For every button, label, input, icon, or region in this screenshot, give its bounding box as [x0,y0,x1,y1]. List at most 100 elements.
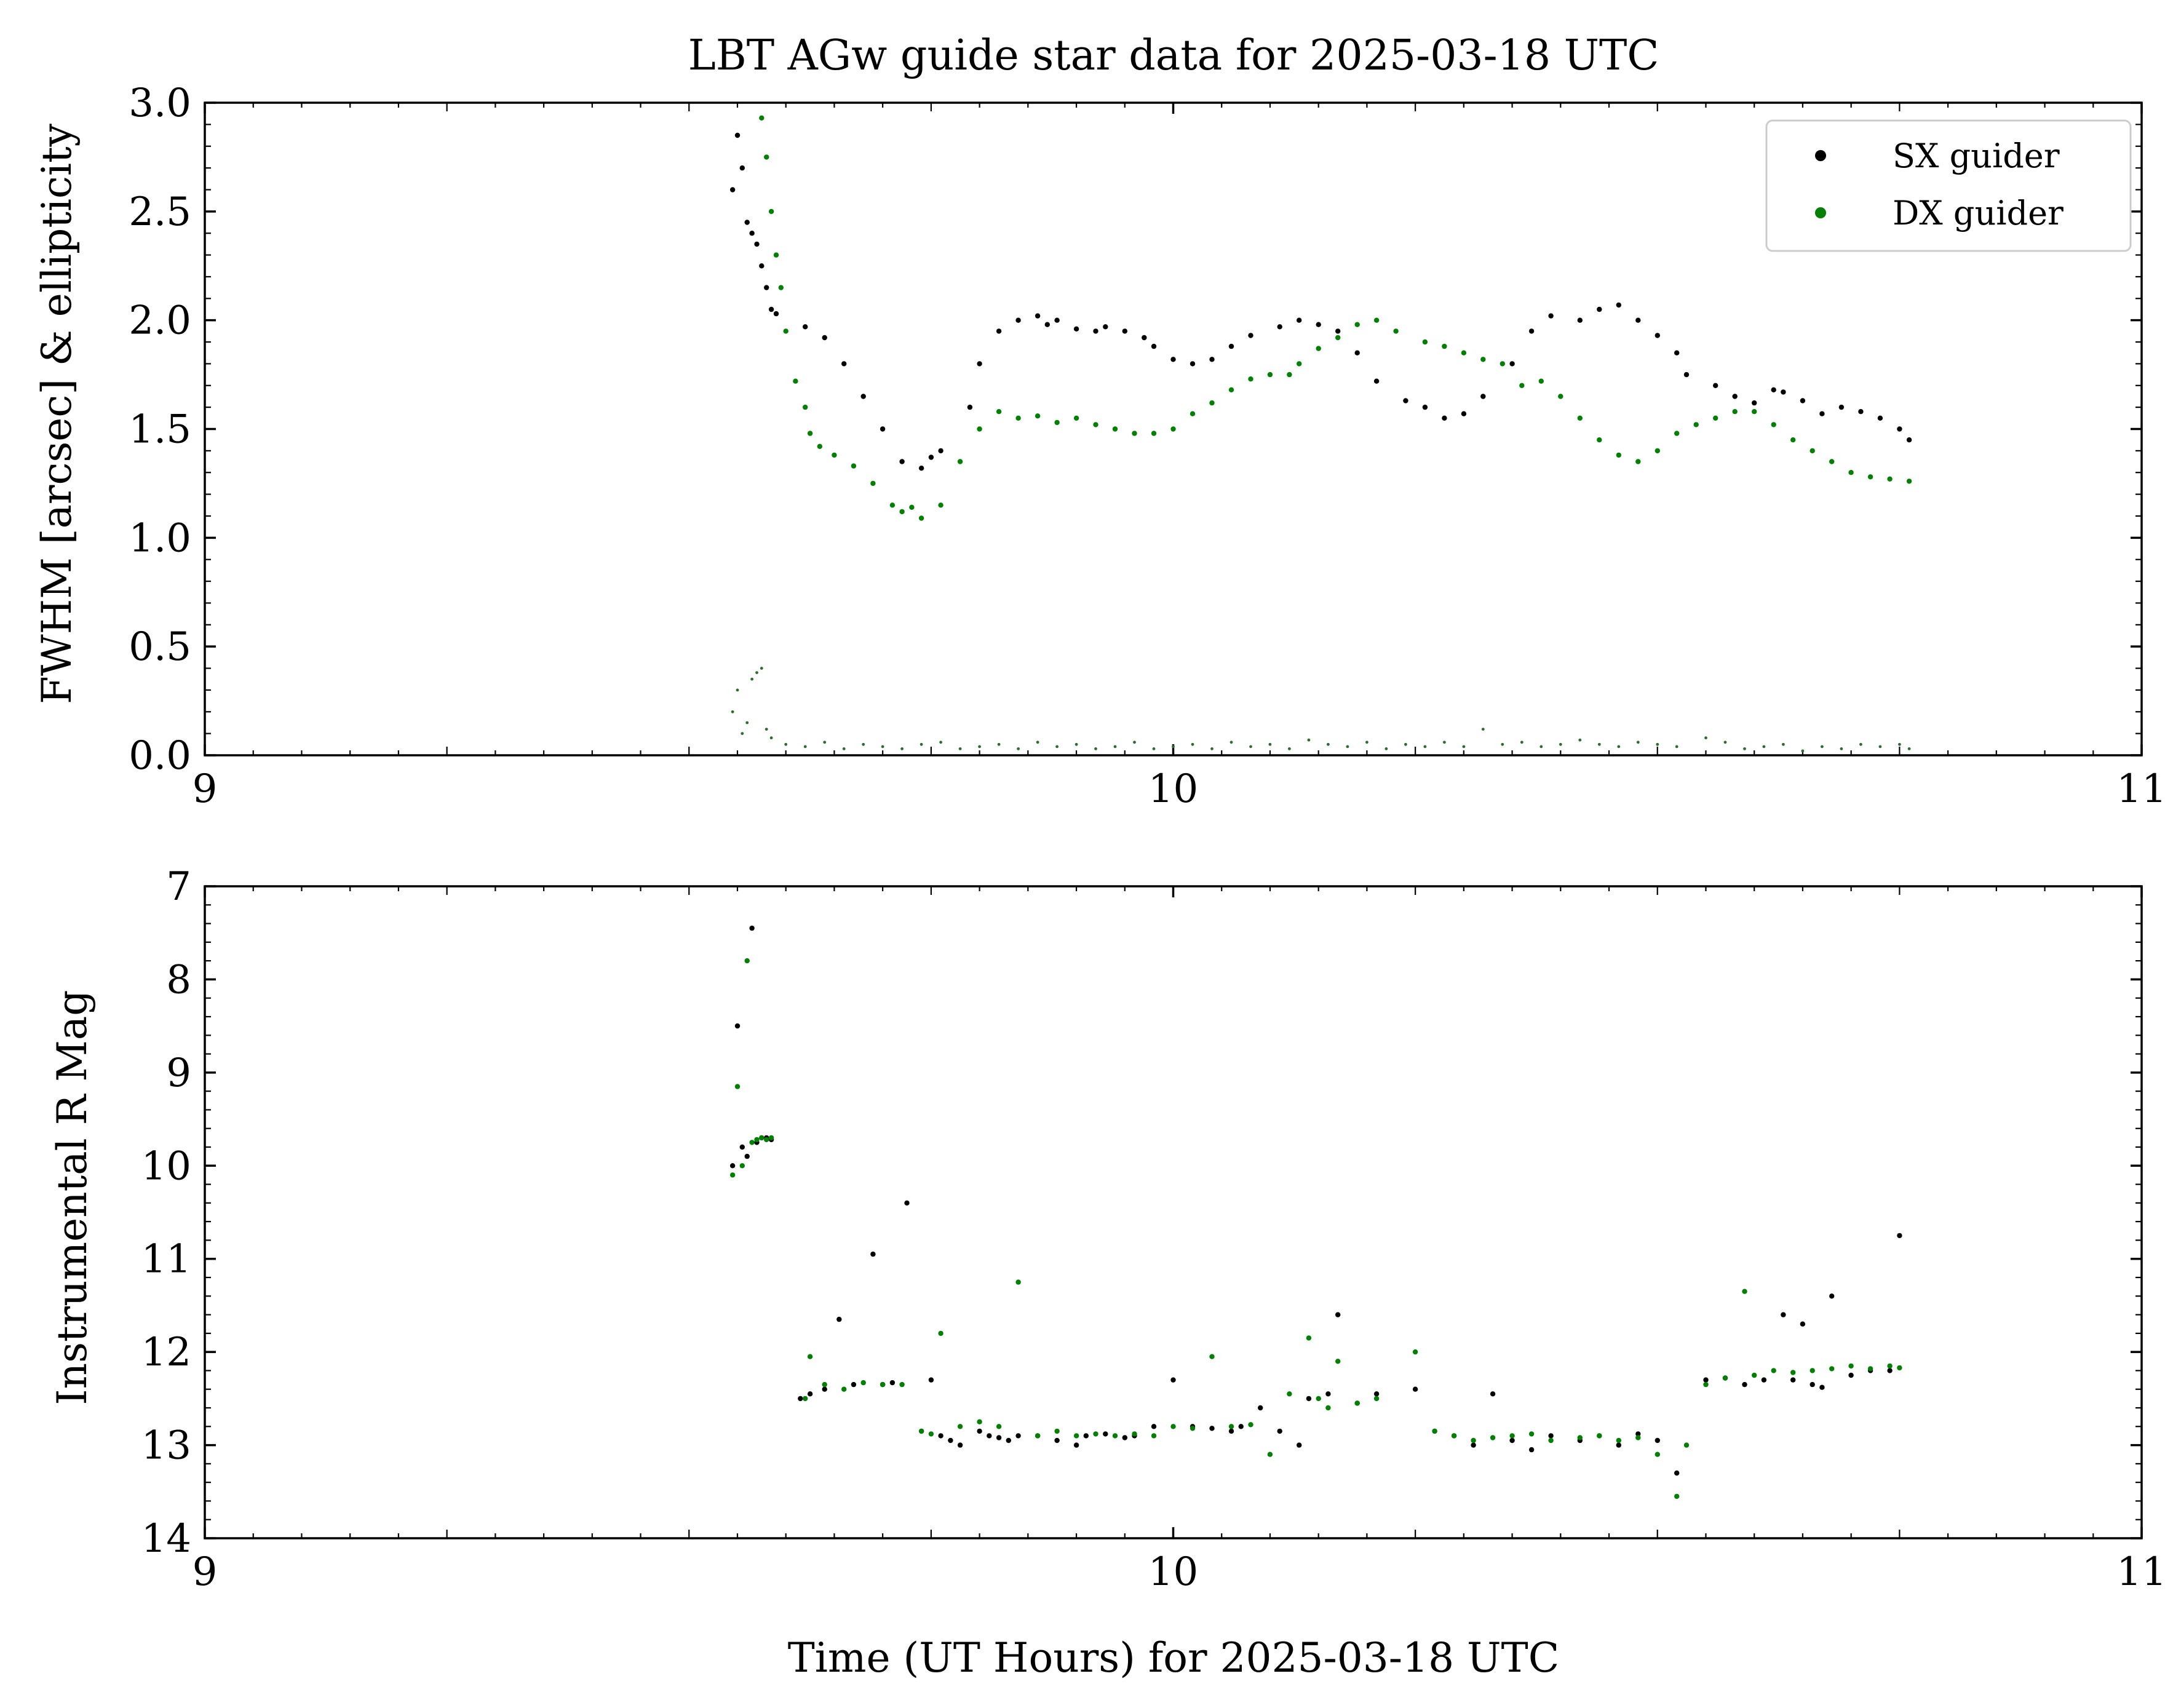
data-point-sx-guider [749,231,755,236]
data-point-dx-guider [1354,322,1360,327]
data-point-dx-guider [841,1386,847,1392]
data-point-dx-guider [749,1140,755,1145]
legend: SX guider DX guider [1765,119,2132,252]
data-point-sx-guider [1877,415,1883,421]
data-point-sx-guider [1122,1435,1128,1440]
data-point-dx-guider [889,502,896,508]
chart-title: LBT AGw guide star data for 2025-03-18 U… [688,31,1659,80]
data-point-sx-guider [1151,343,1157,349]
legend-box [1765,119,2132,252]
data-point-sx-guider [803,324,808,330]
y-tick-label: 3.0 [129,81,191,126]
data-point-sx-guider [880,426,886,432]
data-point-dx-guider [1548,1437,1554,1444]
y-tick-label: 11 [141,1237,191,1282]
x-tick-label: 10 [1148,766,1198,812]
data-point-dx-guider [807,1354,813,1359]
data-point-sx-guider [1635,317,1641,323]
data-point-dx-guider [1335,335,1341,341]
data-point-sx-guider [1142,335,1147,341]
data-point-dx-guider [1490,1435,1496,1440]
data-point-dx-guider [957,1424,963,1429]
data-point-sx-guider [759,263,765,269]
data-point-sx-guider [928,455,934,460]
data-point-dx-guider [764,1137,769,1143]
data-point-ellipticity [1481,728,1485,731]
data-point-dx-guider [783,328,789,334]
data-point-sx-guider [996,1435,1002,1440]
data-point-sx-guider [807,1391,813,1397]
data-point-ellipticity [1907,747,1911,750]
data-point-sx-guider [1093,328,1098,334]
data-point-sx-guider [851,1381,857,1388]
data-point-dx-guider [1373,317,1380,323]
data-point-sx-guider [1897,1233,1902,1239]
data-point-ellipticity [1017,747,1020,750]
data-point-dx-guider [1248,376,1253,382]
data-point-ellipticity [1617,745,1621,749]
data-point-ellipticity [1462,745,1466,749]
data-point-dx-guider [1209,1354,1215,1359]
data-point-ellipticity [1230,741,1233,744]
data-point-sx-guider [996,328,1002,334]
data-point-dx-guider [1393,328,1399,334]
data-point-dx-guider [1887,1363,1893,1369]
data-point-dx-guider [773,252,779,258]
data-point-dx-guider [938,1330,943,1337]
data-point-ellipticity [1268,742,1272,746]
data-point-dx-guider [870,480,876,487]
data-point-ellipticity [755,671,758,674]
data-point-dx-guider [899,509,905,515]
data-point-dx-guider [1325,1405,1331,1411]
data-point-sx-guider [1819,1384,1825,1390]
data-point-dx-guider [1848,1363,1854,1369]
data-point-ellipticity [765,728,768,731]
data-point-sx-guider [1548,1433,1554,1439]
data-point-ellipticity [1055,745,1059,749]
data-point-sx-guider [749,925,755,931]
data-point-sx-guider [729,187,736,193]
data-point-sx-guider [729,1163,736,1169]
data-point-dx-guider [1132,431,1137,436]
data-point-ellipticity [1133,741,1136,744]
data-point-sx-guider [1054,1437,1060,1444]
data-point-sx-guider [1073,1442,1079,1448]
y-tick-label: 8 [166,957,191,1003]
data-point-sx-guider [1238,1424,1244,1429]
data-point-ellipticity [1210,747,1214,750]
data-point-sx-guider [1258,1405,1263,1411]
data-point-sx-guider [744,1153,750,1159]
data-point-ellipticity [745,721,749,725]
data-point-ellipticity [1501,742,1504,746]
data-point-ellipticity [1762,745,1766,749]
data-point-sx-guider [798,1396,803,1402]
data-point-sx-guider [734,132,741,138]
y-tick-label: 0.5 [129,624,191,670]
data-point-ellipticity [1075,742,1078,746]
data-point-sx-guider [739,165,745,171]
data-point-sx-guider [1461,411,1467,416]
data-point-dx-guider [1112,426,1118,432]
data-point-dx-guider [860,1380,866,1386]
data-point-ellipticity [760,667,763,670]
data-point-dx-guider [1703,1381,1709,1388]
data-point-sx-guider [870,1251,876,1257]
data-point-ellipticity [1675,745,1678,749]
data-point-dx-guider [996,409,1002,415]
data-point-sx-guider [1635,1431,1641,1437]
data-point-dx-guider [1287,371,1292,378]
data-point-dx-guider [1500,361,1505,367]
data-point-sx-guider [904,1200,910,1206]
data-point-sx-guider [754,241,760,247]
data-point-sx-guider [1015,317,1021,323]
data-point-dx-guider [1035,413,1041,419]
data-points-top [729,115,1912,753]
data-point-sx-guider [1170,357,1176,362]
data-point-sx-guider [1373,1391,1380,1397]
data-point-ellipticity [750,677,753,681]
data-point-sx-guider [1548,313,1554,319]
data-point-dx-guider [1248,1422,1253,1428]
data-point-ellipticity [803,745,807,749]
